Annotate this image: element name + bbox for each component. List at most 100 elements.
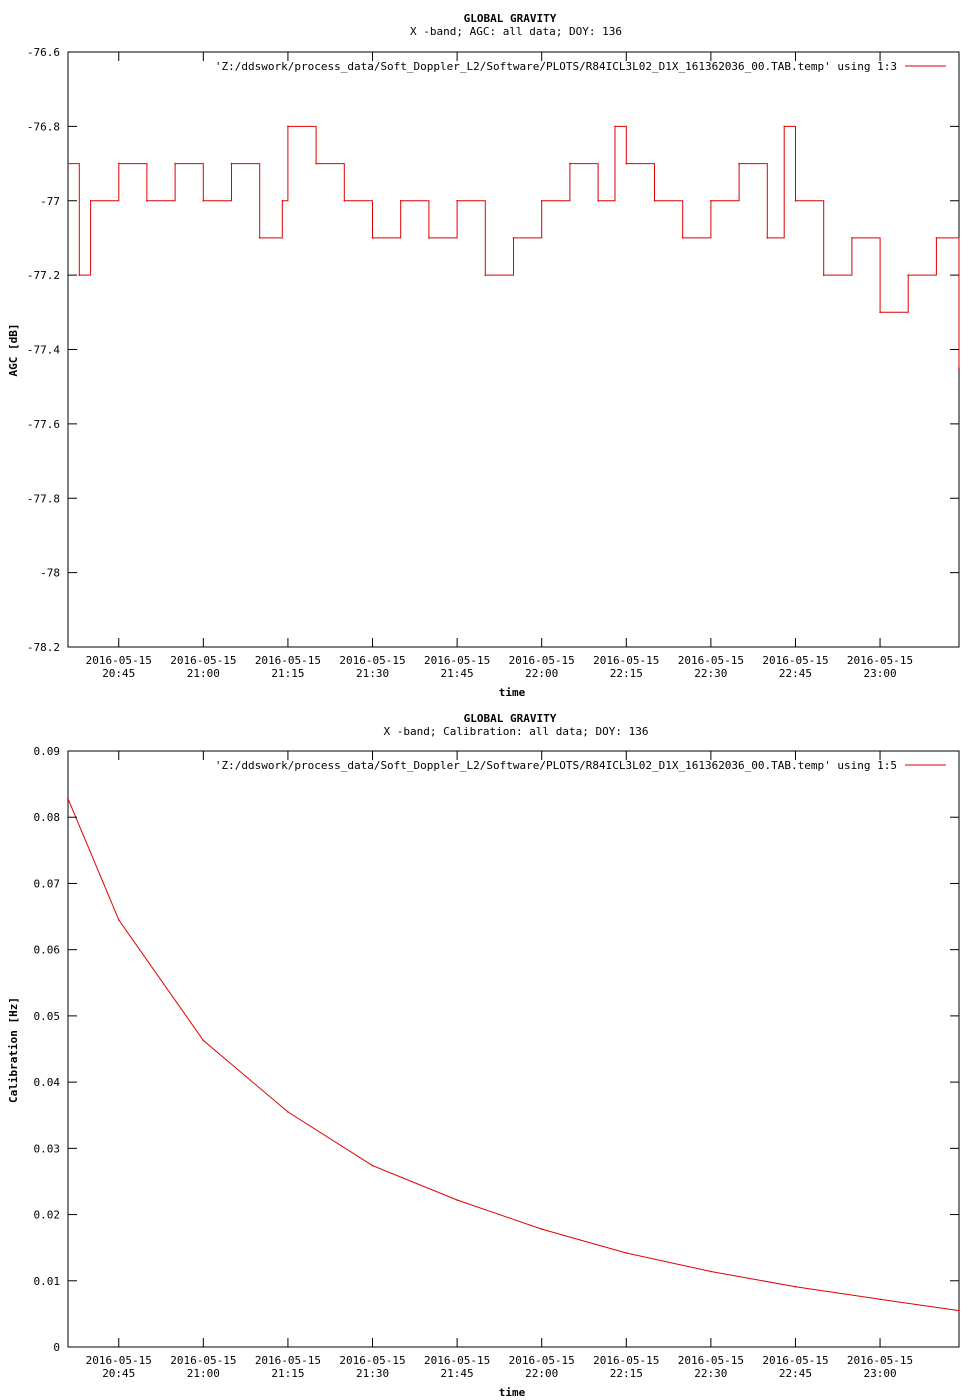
data-point [67, 797, 69, 800]
y-axis-label: Calibration [Hz] [7, 997, 20, 1103]
data-point [230, 162, 233, 165]
y-tick-label: -78 [40, 567, 60, 580]
y-tick-label: -77.4 [27, 344, 60, 357]
y-tick-label: -78.2 [27, 641, 60, 654]
data-point [484, 274, 487, 276]
data-point [287, 1111, 289, 1113]
x-tick-time-label: 21:00 [187, 667, 220, 680]
x-tick-time-label: 23:00 [863, 1367, 896, 1380]
y-tick-label: -77.6 [27, 418, 60, 431]
agc-chart-panel: GLOBAL GRAVITY X -band; AGC: all data; D… [7, 12, 960, 699]
data-point [681, 237, 684, 239]
data-point [540, 200, 543, 202]
y-tick-label: 0 [53, 1341, 60, 1354]
data-point [958, 367, 960, 369]
x-tick-date-label: 2016-05-15 [593, 654, 659, 667]
data-point [78, 274, 81, 276]
x-tick-time-label: 21:00 [187, 1367, 220, 1380]
x-tick-time-label: 22:45 [779, 1367, 812, 1380]
data-point [794, 200, 797, 202]
y-axis: -76.6 -76.8 -77 -77.2 -77.4 -77.6 -77.8 -78 -78.… [27, 46, 959, 654]
plot-frame [67, 750, 960, 1348]
data-point [89, 200, 92, 202]
data-point [456, 200, 458, 202]
x-tick-date-label: 2016-05-15 [762, 654, 828, 667]
x-tick-time-label: 20:45 [102, 667, 135, 680]
y-tick-label: -77 [40, 195, 60, 208]
data-point [879, 311, 881, 314]
data-point [428, 237, 430, 239]
data-point [614, 125, 616, 128]
data-point [343, 200, 346, 202]
data-point [399, 200, 402, 202]
data-point [935, 237, 938, 239]
data-point [597, 200, 599, 202]
y-axis-label: AGC [dB] [7, 324, 20, 377]
data-point [710, 1270, 712, 1273]
x-tick-date-label: 2016-05-15 [339, 654, 405, 667]
y-tick-label: 0.05 [34, 1010, 61, 1023]
x-tick-date-label: 2016-05-15 [424, 654, 490, 667]
y-axis: 0.09 0.08 0.07 0.06 0.05 0.04 0.03 0.02 0.01 0 [34, 745, 959, 1354]
data-point [287, 125, 289, 128]
x-tick-date-label: 2016-05-15 [847, 1354, 913, 1367]
x-tick-time-label: 22:30 [694, 1367, 727, 1380]
x-tick-date-label: 2016-05-15 [847, 654, 913, 667]
x-tick-date-label: 2016-05-15 [170, 654, 236, 667]
data-point [822, 274, 825, 276]
data-point [512, 237, 515, 239]
x-axis: 2016-05-1520:452016-05-1521:002016-05-15… [86, 751, 913, 1380]
data-point [281, 200, 284, 202]
data-point [540, 1228, 543, 1230]
x-tick-date-label: 2016-05-15 [86, 654, 152, 667]
y-tick-label: -77.2 [27, 269, 60, 282]
data-point [118, 919, 120, 921]
data-point [569, 162, 571, 165]
y-tick-label: 0.09 [34, 745, 61, 758]
data-point [371, 237, 374, 239]
x-tick-date-label: 2016-05-15 [678, 654, 744, 667]
data-point [710, 200, 712, 202]
x-tick-time-label: 23:00 [863, 667, 896, 680]
x-tick-time-label: 20:45 [102, 1367, 135, 1380]
data-series-line [67, 798, 960, 1312]
data-series-line [68, 125, 960, 369]
y-tick-label: 0.03 [34, 1142, 61, 1155]
x-tick-time-label: 22:00 [525, 1367, 558, 1380]
x-axis-label: time [499, 686, 526, 699]
y-tick-label: -76.8 [27, 120, 60, 133]
data-point [174, 162, 176, 165]
data-point [653, 200, 656, 202]
data-point [67, 162, 69, 165]
data-point [258, 237, 261, 239]
series-layer [67, 125, 960, 369]
data-point [456, 1199, 458, 1201]
chart-title: GLOBAL GRAVITY [464, 12, 557, 25]
x-tick-date-label: 2016-05-15 [86, 1354, 152, 1367]
data-point [766, 237, 769, 239]
x-tick-date-label: 2016-05-15 [593, 1354, 659, 1367]
data-point [794, 1285, 797, 1288]
x-tick-time-label: 21:30 [356, 667, 389, 680]
x-tick-time-label: 22:15 [610, 1367, 643, 1380]
y-tick-label: 0.07 [34, 877, 61, 890]
data-point [371, 1164, 374, 1167]
chart-subtitle: X -band; Calibration: all data; DOY: 136 [384, 725, 649, 738]
x-tick-date-label: 2016-05-15 [509, 1354, 575, 1367]
calibration-chart-panel: GLOBAL GRAVITY X -band; Calibration: all… [7, 712, 960, 1399]
legend-label: 'Z:/ddswork/process_data/Soft_Doppler_L2… [215, 759, 897, 772]
legend: 'Z:/ddswork/process_data/Soft_Doppler_L2… [215, 759, 946, 772]
x-tick-date-label: 2016-05-15 [255, 1354, 321, 1367]
x-tick-time-label: 21:45 [441, 667, 474, 680]
y-tick-label: 0.04 [34, 1076, 61, 1089]
x-tick-time-label: 21:15 [271, 1367, 304, 1380]
x-tick-time-label: 21:45 [441, 1367, 474, 1380]
data-point [907, 274, 909, 276]
data-point [202, 200, 205, 202]
x-tick-date-label: 2016-05-15 [678, 1354, 744, 1367]
data-point [738, 162, 740, 165]
x-tick-time-label: 21:30 [356, 1367, 389, 1380]
legend: 'Z:/ddswork/process_data/Soft_Doppler_L2… [215, 60, 946, 73]
data-point [851, 237, 853, 239]
